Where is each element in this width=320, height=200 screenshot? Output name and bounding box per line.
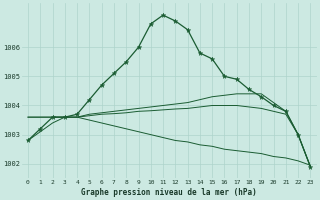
X-axis label: Graphe pression niveau de la mer (hPa): Graphe pression niveau de la mer (hPa) xyxy=(81,188,257,197)
